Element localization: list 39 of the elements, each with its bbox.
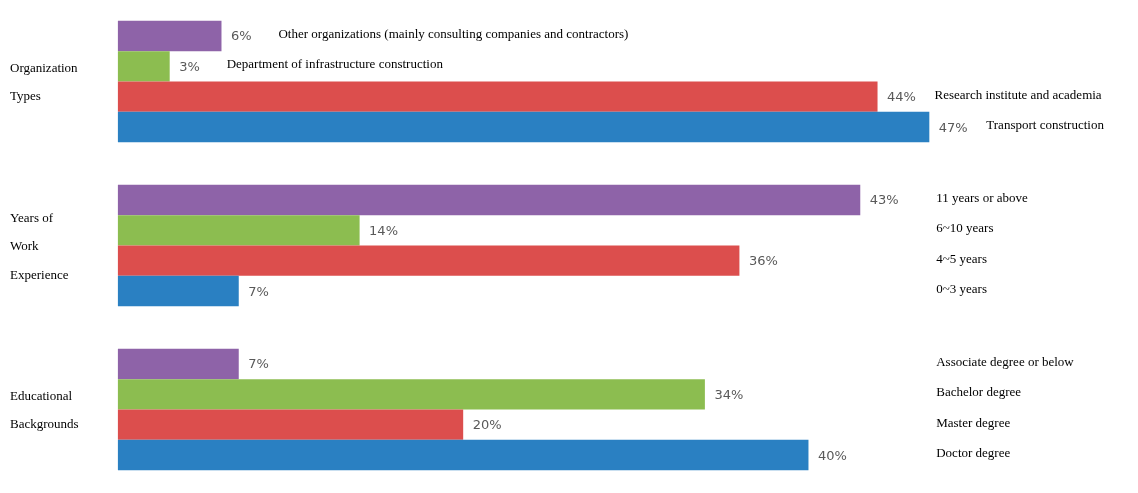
bar	[117, 81, 878, 112]
y-tick-label: 0~3 years	[936, 281, 987, 297]
data-label: 40%	[817, 447, 847, 463]
y-tick-label: Master degree	[936, 414, 1011, 430]
bar	[117, 51, 170, 82]
data-label: 6%	[230, 28, 252, 44]
bar	[117, 348, 239, 380]
data-label: 3%	[179, 58, 200, 74]
bar	[117, 20, 222, 52]
data-label: 43%	[869, 192, 899, 208]
bar	[117, 111, 930, 143]
bar	[117, 184, 861, 216]
y-tick-label: Research institute and academia	[934, 86, 1102, 102]
y-tick-label: Other organizations (mainly consulting companies and contractors)	[278, 26, 629, 42]
data-label: 7%	[248, 356, 269, 372]
y-axis-title: Organization Types	[10, 59, 79, 104]
y-tick-label: 6~10 years	[936, 220, 994, 236]
data-label: 34%	[714, 386, 744, 402]
y-tick-label: Transport construction	[986, 117, 1105, 133]
bar	[117, 275, 239, 307]
data-label: 14%	[369, 222, 398, 238]
data-label: 20%	[472, 417, 502, 433]
y-axis-title: Educational Backgrounds	[10, 387, 79, 432]
bar	[117, 439, 809, 471]
y-axis-title: Years of Work Experience	[10, 209, 69, 282]
data-label: 44%	[887, 89, 916, 105]
y-tick-label: Doctor degree	[936, 445, 1011, 461]
bar	[117, 215, 360, 246]
y-tick-label: Associate degree or below	[936, 354, 1075, 370]
y-tick-label: Department of infrastructure construction	[226, 56, 444, 72]
bar	[117, 379, 705, 410]
y-tick-label: 4~5 years	[936, 250, 987, 266]
y-tick-label: Bachelor degree	[936, 384, 1022, 400]
data-label: 47%	[938, 119, 968, 135]
data-label: 7%	[248, 283, 269, 299]
bar	[117, 409, 464, 440]
bar	[117, 245, 740, 276]
y-tick-label: 11 years or above	[936, 190, 1029, 206]
data-label: 36%	[748, 253, 778, 269]
